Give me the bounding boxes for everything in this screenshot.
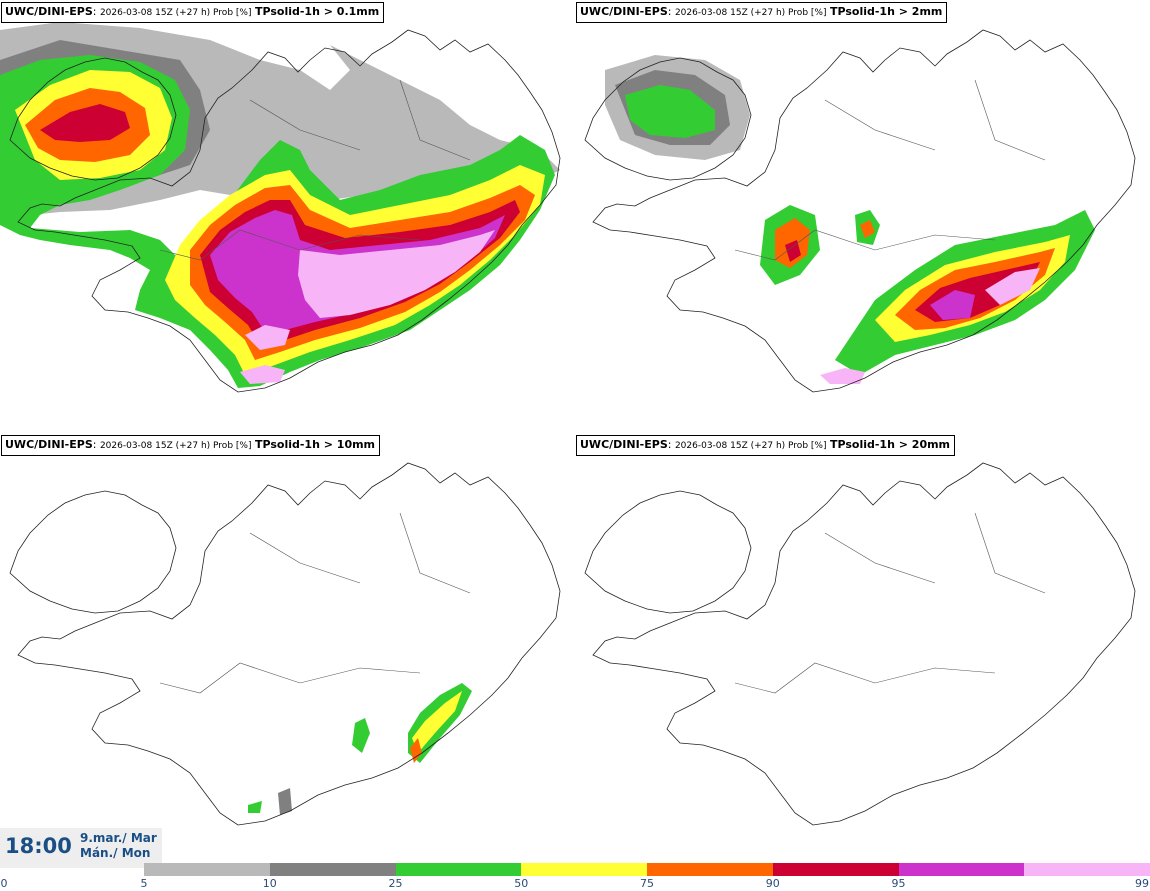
colorbar-segment-1 [269,863,396,876]
colorbar-segment-5 [772,863,899,876]
panel-title: UWC/DINI-EPS: 2026-03-08 15Z (+27 h) Pro… [576,2,948,23]
parameter-threshold: TPsolid-1h > 20mm [829,438,951,451]
run-info: 2026-03-08 15Z (+27 h) Prob [%] [99,441,252,451]
probability-map-0-1mm [0,22,561,393]
model-name: UWC/DINI-EPS [580,438,668,451]
probability-map-20mm [584,462,1136,826]
colorbar-tick-label: 25 [388,877,403,890]
run-info: 2026-03-08 15Z (+27 h) Prob [%] [674,8,827,18]
probability-colorbar [144,863,1150,876]
colorbar-segment-7 [1024,863,1150,876]
model-name: UWC/DINI-EPS [5,438,93,451]
valid-time-box: 18:00 9.mar./ Mar Mán./ Mon [0,828,162,868]
valid-date: 9.mar./ Mar Mán./ Mon [80,831,157,861]
colorbar-tick-label: 50 [514,877,529,890]
colorbar-segment-4 [647,863,773,876]
colorbar-segment-6 [898,863,1025,876]
parameter-threshold: TPsolid-1h > 0.1mm [254,5,380,18]
probability-map-10mm [9,462,561,826]
panel-title: UWC/DINI-EPS: 2026-03-08 15Z (+27 h) Pro… [576,435,956,456]
parameter-threshold: TPsolid-1h > 10mm [254,438,376,451]
run-info: 2026-03-08 15Z (+27 h) Prob [%] [99,8,252,18]
map-panel-2: UWC/DINI-EPS: 2026-03-08 15Z (+27 h) Pro… [575,0,1150,430]
map-panel-3: UWC/DINI-EPS: 2026-03-08 15Z (+27 h) Pro… [0,433,575,863]
colorbar-tick-label: 5 [140,877,148,890]
colorbar-segment-0 [144,863,270,876]
colorbar-tick-label: 95 [891,877,906,890]
probability-map-2mm [584,29,1136,393]
colorbar-tick-label: 75 [640,877,654,890]
model-name: UWC/DINI-EPS [5,5,93,18]
date-line-1: 9.mar./ Mar [80,831,157,845]
run-info: 2026-03-08 15Z (+27 h) Prob [%] [674,441,827,451]
panel-title: UWC/DINI-EPS: 2026-03-08 15Z (+27 h) Pro… [1,435,381,456]
parameter-threshold: TPsolid-1h > 2mm [829,5,943,18]
date-line-2: Mán./ Mon [80,846,151,860]
panel-title: UWC/DINI-EPS: 2026-03-08 15Z (+27 h) Pro… [1,2,385,23]
colorbar-segment-2 [395,863,522,876]
model-name: UWC/DINI-EPS [580,5,668,18]
colorbar-tick-label: 0 [0,877,8,890]
map-panel-4: UWC/DINI-EPS: 2026-03-08 15Z (+27 h) Pro… [575,433,1150,863]
colorbar-tick-label: 90 [765,877,780,890]
colorbar-tick-label: 10 [262,877,277,890]
colorbar-tick-label: 99 [1135,877,1149,890]
colorbar-segment-3 [521,863,647,876]
valid-time: 18:00 [5,834,72,858]
map-panel-1: UWC/DINI-EPS: 2026-03-08 15Z (+27 h) Pro… [0,0,575,430]
